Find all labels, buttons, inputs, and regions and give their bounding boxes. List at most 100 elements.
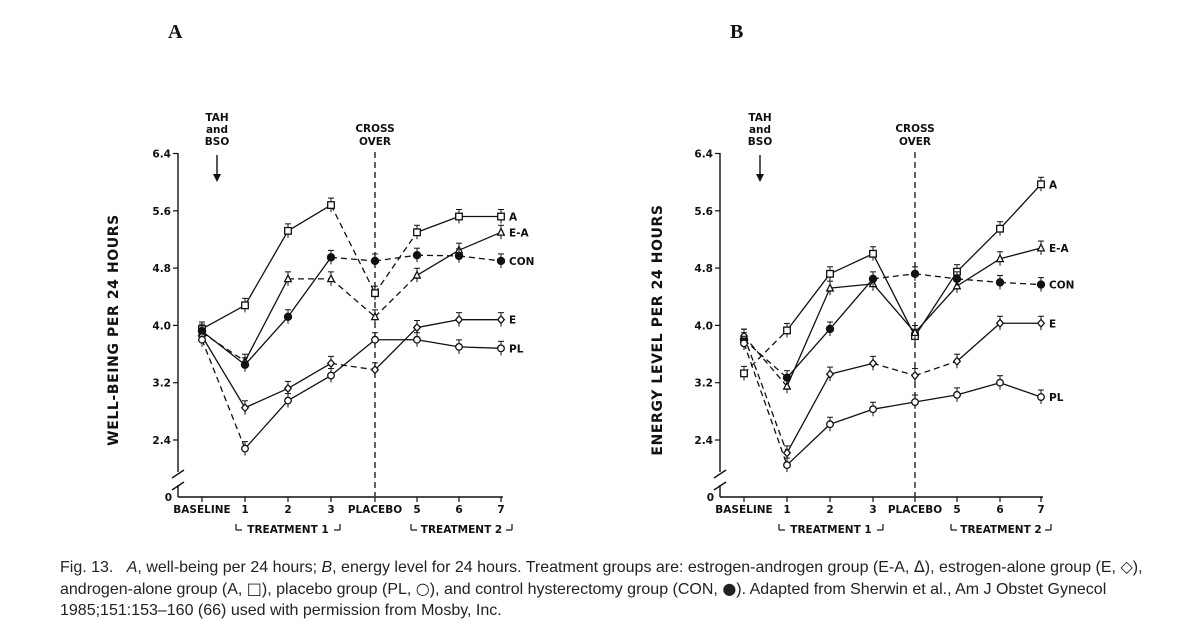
tah-bso-annotation: TAH (748, 112, 771, 124)
data-point (497, 344, 505, 353)
series-end-label: E-A (509, 227, 530, 239)
data-point (455, 212, 463, 221)
series-line-segment (956, 228, 1001, 273)
series-line-segment (786, 273, 831, 331)
treatment-period-label: TREATMENT 1 (247, 524, 328, 536)
data-point (370, 311, 380, 321)
series-line-segment (999, 281, 1042, 286)
data-point (283, 312, 293, 322)
figure-caption: Fig. 13. A, well-being per 24 hours; B, … (60, 556, 1160, 621)
series-end-label: E (509, 315, 516, 327)
data-point (284, 396, 292, 405)
treatment-period-label: TREATMENT 2 (421, 524, 502, 536)
data-point (1036, 280, 1046, 289)
series-end-label: PL (509, 343, 524, 355)
series-line-segment (330, 362, 376, 371)
series-line-segment (374, 327, 418, 371)
x-tick-label: 2 (826, 504, 833, 516)
series-line-segment (743, 339, 788, 379)
series-line-segment (786, 423, 831, 466)
series-line-segment (201, 332, 246, 362)
x-tick-label: 3 (869, 504, 876, 516)
data-point (413, 228, 421, 237)
series-pl: PL (740, 335, 1064, 473)
data-point (1036, 242, 1046, 252)
data-point (782, 448, 792, 458)
series-line-segment (416, 339, 460, 348)
data-point (413, 335, 421, 344)
data-point (327, 201, 335, 210)
caption-body: A, well-being per 24 hours; B, energy le… (60, 557, 1143, 619)
data-point (326, 358, 336, 369)
series-line-segment (244, 316, 289, 366)
caption-text-segment: ), placebo group (PL, (261, 581, 416, 598)
data-point (825, 369, 835, 379)
data-point (783, 461, 791, 470)
series-line-segment (786, 328, 831, 379)
series-line-segment (743, 343, 788, 466)
data-point (910, 370, 920, 381)
data-point (241, 301, 249, 310)
series-a: A (198, 197, 518, 336)
caption-text-segment: , well-being per 24 hours; (137, 559, 322, 576)
y-tick-label: 6.4 (694, 149, 713, 161)
series-end-label: E (1049, 318, 1056, 330)
series-line-segment (829, 253, 874, 275)
series-line-segment (330, 278, 376, 318)
x-tick-label: 7 (1037, 504, 1044, 516)
panel-letter: B (730, 21, 743, 43)
x-tick-label: BASELINE (173, 504, 230, 516)
series-pl: PL (198, 332, 524, 456)
series-line-segment (201, 339, 246, 449)
series-line-segment (999, 183, 1042, 230)
series-line-segment (914, 273, 958, 280)
data-point (370, 365, 380, 375)
series-line-segment (914, 360, 958, 377)
series-line-segment (244, 278, 289, 362)
y-tick-label: 4.8 (694, 263, 713, 275)
data-point (454, 251, 464, 261)
caption-marker-symbol: □ (246, 579, 262, 598)
series-line-segment (829, 362, 874, 375)
series-line-segment (201, 330, 246, 366)
y-tick-label: 4.0 (694, 320, 713, 332)
y-tick-label: 3.2 (152, 378, 171, 390)
series-line-segment (458, 255, 502, 262)
series-line-segment (956, 278, 1001, 284)
tah-arrow-head (213, 174, 221, 182)
data-point (910, 327, 920, 337)
chart-panel-b: B 0 2.4 3.2 4.0 4.8 5.6 6.4 BASELINE 1 2 3 PLACEBO 5 6… (650, 21, 1074, 536)
y-tick-label: 4.0 (152, 320, 171, 332)
y-tick-label: 2.4 (694, 435, 713, 447)
tah-bso-annotation: BSO (205, 136, 230, 148)
data-point (995, 253, 1005, 263)
y-axis-label: ENERGY LEVEL PER 24 HOURS (650, 204, 666, 455)
caption-text-segment: ), and control hysterectomy group (CON, (429, 581, 723, 598)
series-e: E (197, 312, 516, 415)
y-tick-label: 5.6 (694, 206, 713, 218)
data-point (283, 273, 293, 283)
data-point (326, 273, 336, 283)
x-tick-label: 2 (284, 504, 291, 516)
series-line-segment (330, 256, 376, 262)
series-end-label: A (509, 212, 518, 224)
data-point (952, 356, 962, 367)
data-point (412, 251, 422, 260)
series-line-segment (330, 204, 376, 294)
series-line-segment (743, 335, 788, 387)
data-point (995, 278, 1005, 287)
data-point (496, 256, 506, 266)
series-line-segment (416, 249, 460, 276)
series-line-segment (374, 254, 418, 262)
series-line-segment (458, 346, 502, 349)
series-line-segment (829, 278, 874, 330)
y-tick-label: 0 (165, 492, 172, 504)
y-tick-label: 6.4 (152, 149, 171, 161)
crossover-annotation: CROSS (895, 123, 934, 135)
caption-text-segment: ), androgen-alone group (A, (60, 559, 1143, 598)
series-line-segment (956, 382, 1001, 396)
x-tick-label: 3 (327, 504, 334, 516)
series-line-segment (201, 335, 246, 409)
data-point (284, 226, 292, 235)
y-tick-label: 3.2 (694, 378, 713, 390)
